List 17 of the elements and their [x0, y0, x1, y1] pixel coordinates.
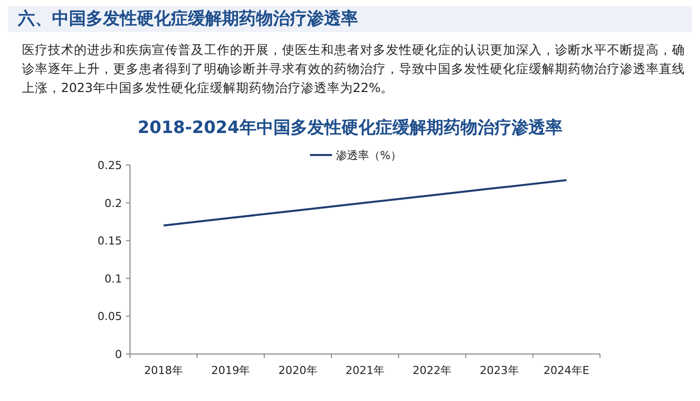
x-tick-label: 2021年 [346, 364, 384, 377]
x-tick-label: 2018年 [144, 364, 184, 377]
chart-title: 2018-2024年中国多发性硬化症缓解期药物治疗渗透率 [138, 118, 562, 138]
legend-label: 渗透率（%） [336, 149, 402, 162]
y-tick-label: 0 [115, 348, 122, 361]
y-tick-label: 0.25 [98, 159, 122, 172]
y-tick-label: 0.05 [98, 310, 122, 324]
x-tick-label: 2023年 [480, 364, 519, 377]
x-tick-label: 2024年E [543, 364, 590, 377]
heading: 六、中国多发性硬化症缓解期药物治疗渗透率 [8, 6, 692, 32]
y-tick-label: 0.1 [104, 272, 122, 286]
x-tick-label: 2019年 [211, 364, 250, 377]
paragraph: 医疗技术的进步和疾病宣传普及工作的开展，使医生和患者对多发性硬化症的认识更加深入，诊断水平不断提高，确诊率逐年上升，更多患者得到了明确诊断并寻求有效的药物治疗，导致中国多发性硬化症缓解期药物治疗渗透率直线上涨，2023年中国多发性硬化症缓解期药物治疗渗透率为22%。 [22, 41, 686, 97]
y-tick-label: 0.2 [104, 196, 122, 210]
y-tick-label: 0.15 [98, 234, 122, 248]
x-tick-label: 2020年 [278, 364, 318, 377]
x-tick-label: 2022年 [412, 364, 452, 377]
